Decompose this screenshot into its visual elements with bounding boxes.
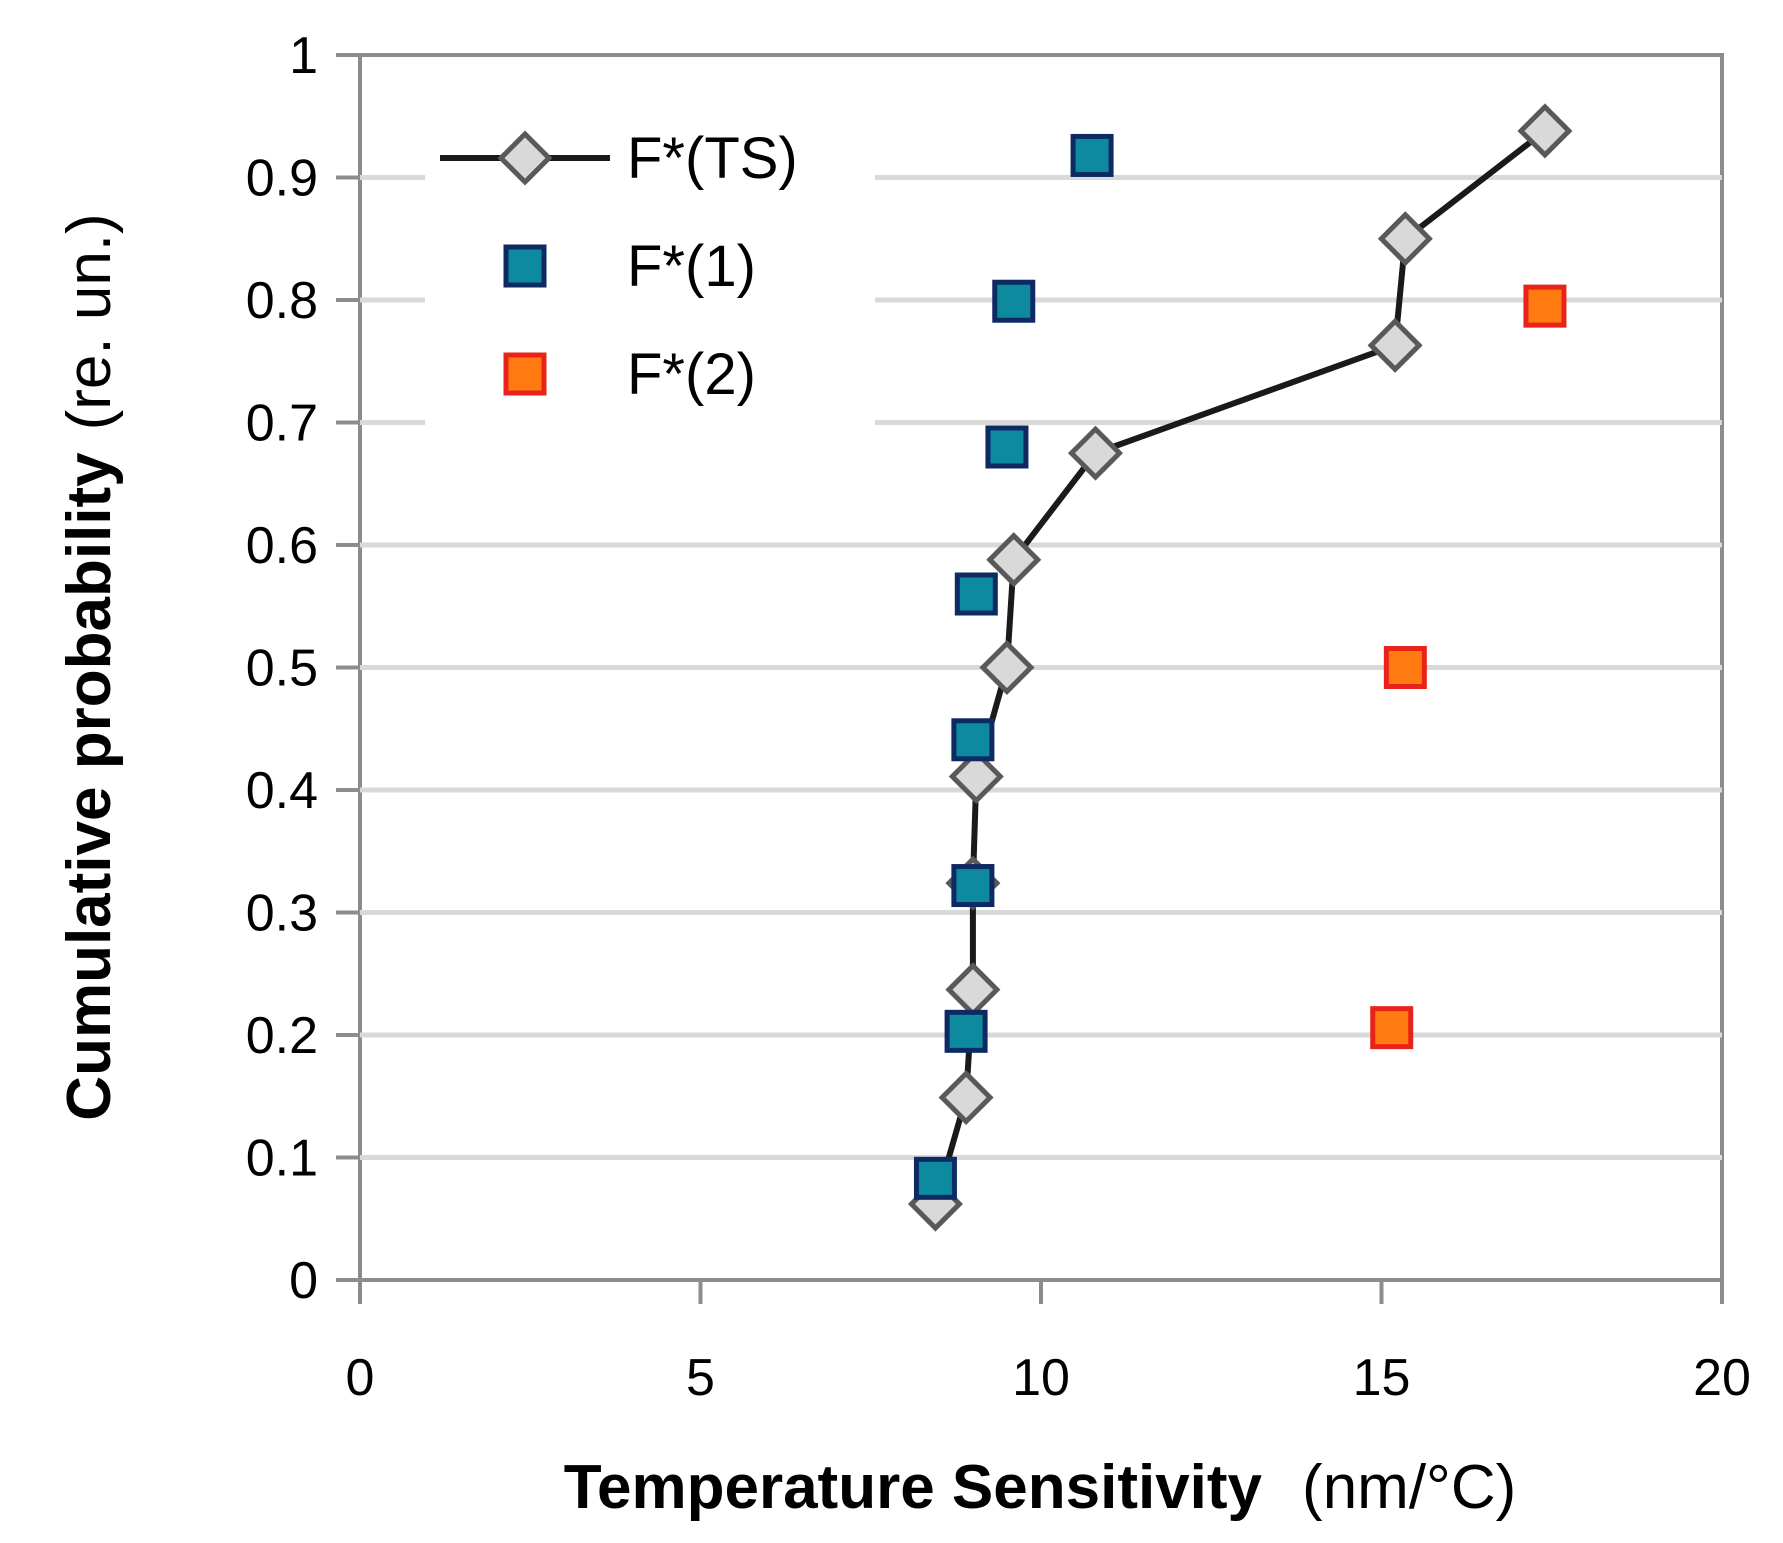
y-tick-label: 0.8 — [246, 272, 318, 330]
data-point-square — [1383, 646, 1427, 689]
x-tick-label: 15 — [1353, 1349, 1411, 1407]
data-point-diamond — [986, 532, 1042, 588]
data-point-diamond — [938, 1069, 994, 1126]
legend-item: F*(2) — [503, 342, 756, 407]
y-tick-label: 1 — [289, 27, 318, 85]
data-point-square — [954, 572, 998, 616]
data-point-square — [985, 425, 1029, 469]
x-tick-label: 5 — [686, 1349, 715, 1407]
y-tick-label: 0.7 — [246, 395, 318, 453]
data-point-square — [1523, 284, 1567, 328]
data-point-square — [1070, 133, 1114, 177]
y-tick-label: 0 — [289, 1252, 318, 1310]
legend-item: F*(1) — [503, 234, 756, 299]
legend-background — [425, 95, 875, 435]
y-tick-label: 0.9 — [246, 150, 318, 208]
legend-label: F*(TS) — [627, 126, 798, 191]
x-tick-label: 20 — [1693, 1349, 1751, 1407]
y-tick-label: 0.6 — [246, 517, 318, 575]
series-2 — [913, 133, 1114, 1200]
y-axis-title-unit: (re. un.) — [55, 213, 124, 430]
y-tick-label: 0.1 — [246, 1130, 318, 1188]
data-point-square — [951, 718, 995, 762]
x-tick-label: 10 — [1012, 1349, 1070, 1407]
legend-marker-square — [503, 352, 547, 396]
y-tick-label: 0.5 — [246, 640, 318, 698]
data-point-square — [992, 279, 1036, 323]
data-point-diamond — [1067, 425, 1124, 481]
data-point-diamond — [948, 748, 1004, 805]
y-axis-title: Cumulative probability (re. un.) — [55, 213, 124, 1120]
x-axis-title-unit: (nm/°C) — [1302, 1453, 1516, 1522]
data-point-square — [944, 1009, 988, 1053]
x-axis-title: Temperature Sensitivity (nm/°C) — [564, 1453, 1517, 1522]
y-tick-label: 0.3 — [246, 885, 318, 943]
data-point-diamond — [1377, 211, 1433, 267]
y-tick-label: 0.4 — [246, 762, 318, 820]
data-point-diamond — [1517, 103, 1573, 159]
legend-label: F*(2) — [627, 342, 756, 407]
data-point-square — [1370, 1006, 1414, 1050]
x-axis-title-main: Temperature Sensitivity — [564, 1453, 1263, 1522]
tick-labels: 00.10.20.30.40.50.60.70.80.910 5 10 15 20 — [246, 27, 1751, 1407]
legend-label: F*(1) — [627, 234, 756, 299]
axes — [336, 53, 1724, 1304]
x-tick-label: 0 — [346, 1349, 375, 1407]
y-tick-label: 0.2 — [246, 1007, 318, 1065]
legend-marker-diamond — [497, 130, 553, 186]
data-point-diamond — [1367, 317, 1423, 373]
data-point-diamond — [979, 639, 1035, 696]
data-point-square — [913, 1156, 957, 1200]
series-layer — [907, 103, 1573, 1232]
legend-item: F*(TS) — [440, 126, 798, 191]
legend-marker-square — [503, 244, 547, 288]
legend: F*(TS) F*(1) F*(2) — [425, 95, 875, 435]
series-3 — [1370, 284, 1567, 1050]
y-axis-title-main: Cumulative probability — [55, 452, 124, 1121]
data-point-square — [951, 864, 995, 908]
